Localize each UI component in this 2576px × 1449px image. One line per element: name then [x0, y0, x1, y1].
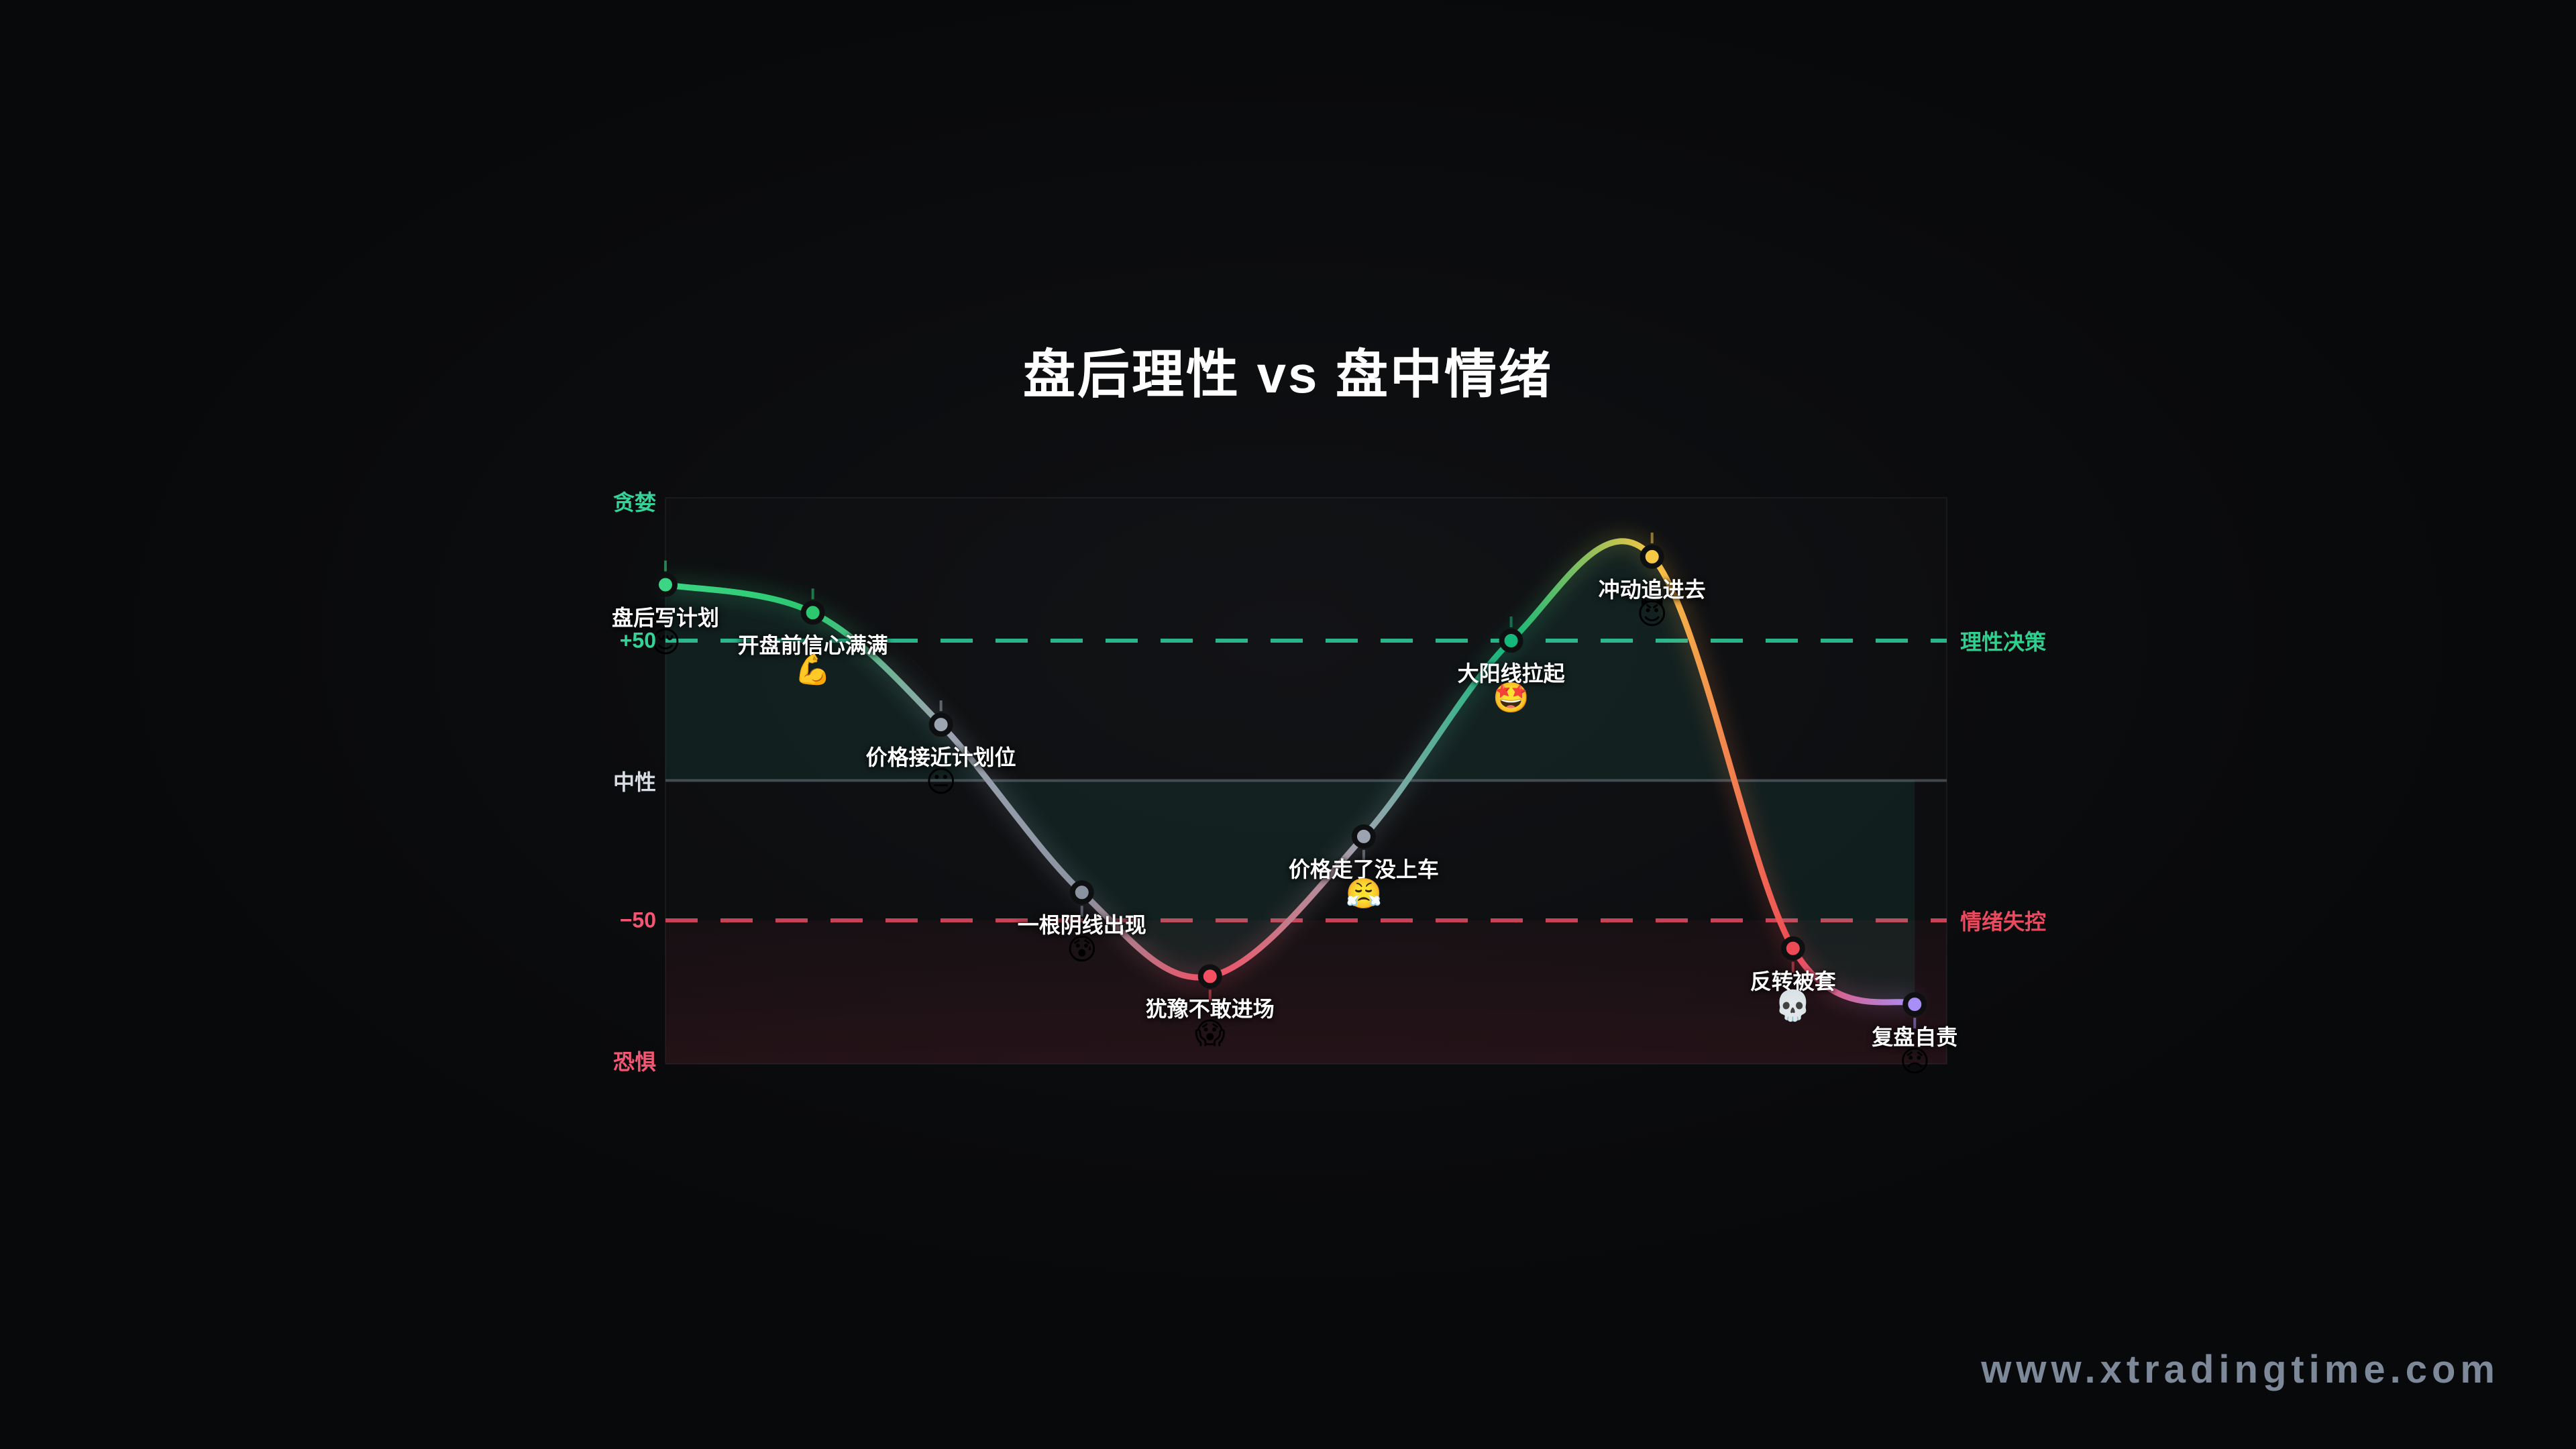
y-axis-label: −50 — [619, 908, 656, 932]
point-emoji: 😐 — [925, 765, 957, 799]
data-point-dot[interactable] — [653, 572, 678, 597]
point-emoji: 😱 — [1194, 1017, 1226, 1051]
point-emoji: 🤩 — [1493, 682, 1529, 714]
point-label: 开盘前信心满满 — [737, 633, 888, 658]
point-emoji: 😞 — [1899, 1045, 1931, 1079]
point-label: 复盘自责 — [1872, 1025, 1958, 1050]
y-axis-label: 中性 — [612, 769, 656, 794]
data-point-dot[interactable] — [1640, 544, 1664, 569]
y-axis-label: 贪婪 — [612, 490, 656, 515]
point-emoji: 😌 — [650, 625, 681, 659]
point-label: 一根阴线出现 — [1017, 913, 1146, 938]
point-label: 犹豫不敢进场 — [1145, 997, 1275, 1022]
point-label: 价格走了没上车 — [1288, 857, 1439, 881]
zone-label-emotional: 情绪失控 — [1960, 910, 2047, 934]
y-axis-label: 恐惧 — [612, 1049, 656, 1074]
y-axis-label: +50 — [619, 628, 656, 653]
point-label: 大阳线拉起 — [1457, 661, 1565, 686]
data-point-dot[interactable] — [800, 600, 825, 625]
curve-area-fill — [665, 541, 1915, 1005]
point-label: 反转被套 — [1750, 969, 1836, 994]
point-emoji: 😈 — [1636, 597, 1668, 631]
emotion-curve — [662, 538, 1918, 1008]
data-point-dot[interactable] — [1351, 824, 1376, 849]
data-point-dot[interactable] — [928, 712, 953, 737]
fear-zone-fill — [665, 920, 1947, 1064]
data-point-dot[interactable] — [1069, 880, 1094, 905]
chart-title: 盘后理性 vs 盘中情绪 — [1022, 345, 1554, 404]
data-point-dot[interactable] — [1499, 629, 1523, 653]
point-label: 冲动追进去 — [1598, 577, 1706, 602]
data-point-dot[interactable] — [1780, 936, 1805, 961]
data-point-dot[interactable] — [1197, 964, 1222, 989]
zone-label-rational: 理性决策 — [1960, 630, 2047, 654]
point-emoji: 💪 — [794, 653, 832, 687]
point-label: 盘后写计划 — [611, 605, 720, 630]
data-point-dot[interactable] — [1902, 992, 1927, 1017]
point-label: 价格接近计划位 — [865, 745, 1016, 770]
point-emoji: 😰 — [1066, 933, 1097, 967]
point-emoji: 💀 — [1774, 989, 1812, 1022]
watermark-url: www.xtradingtime.com — [1981, 1348, 2500, 1391]
point-emoji: 😤 — [1345, 877, 1383, 910]
